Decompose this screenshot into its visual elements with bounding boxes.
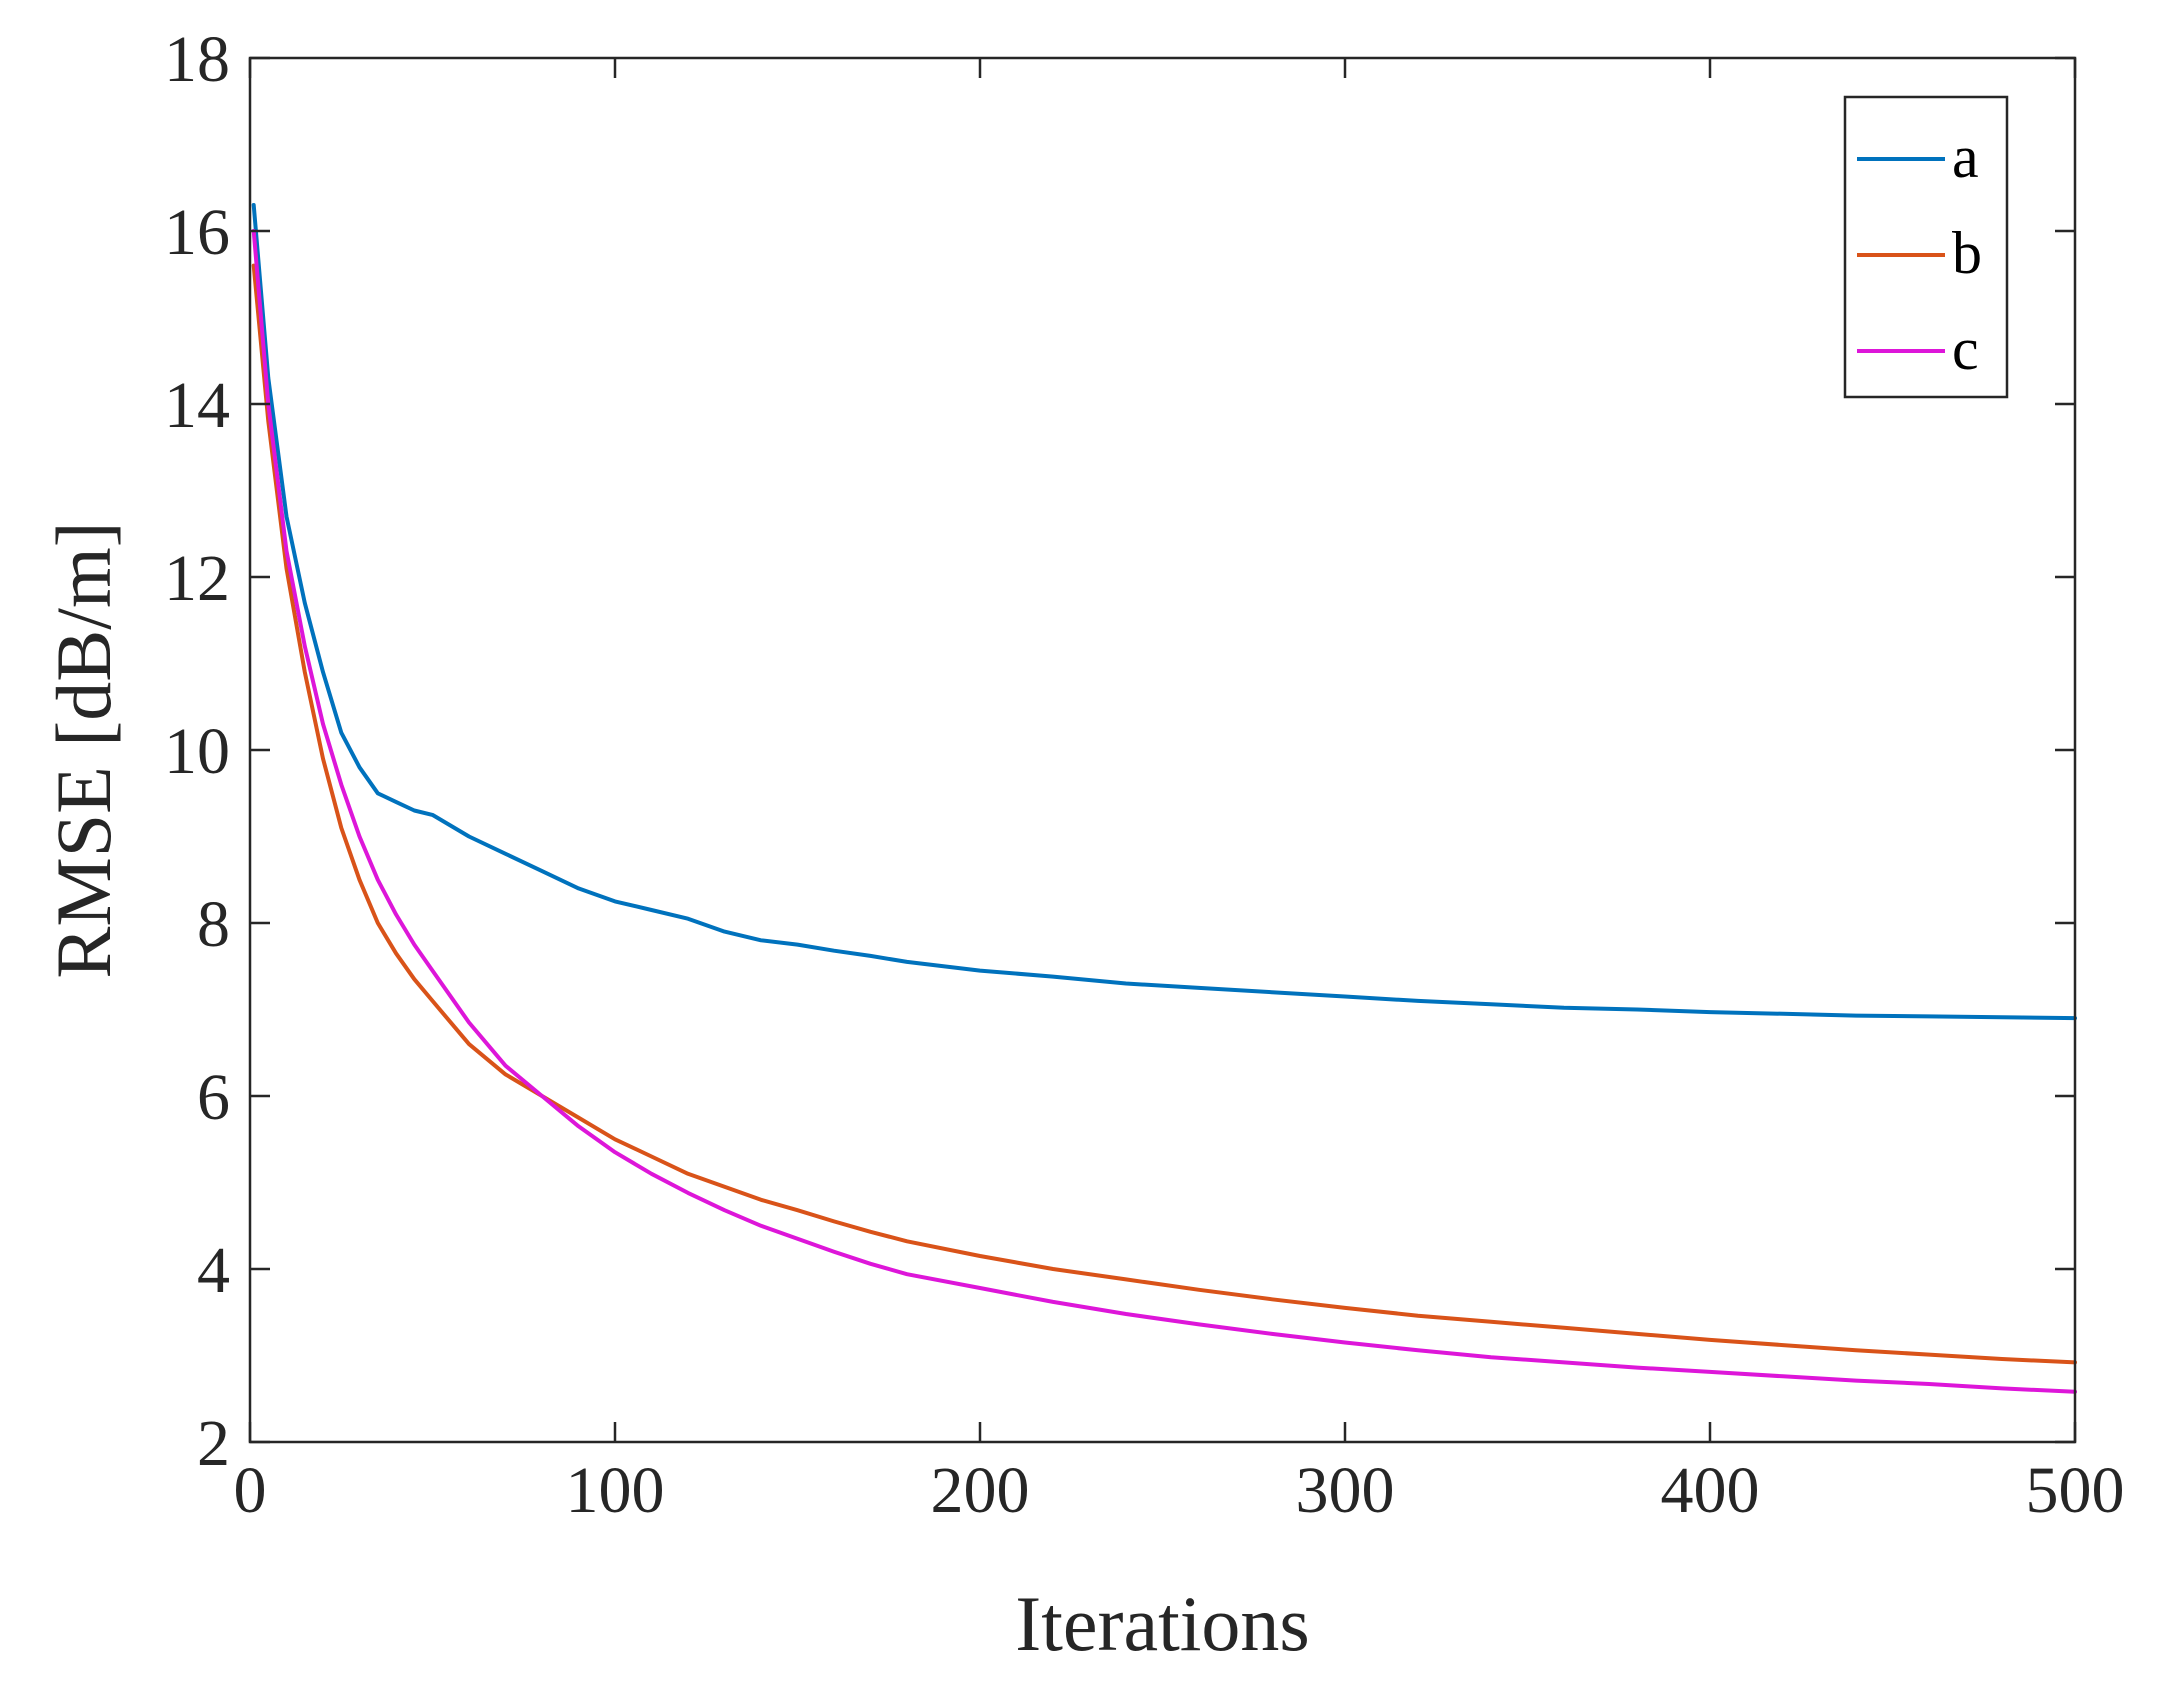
y-tick-label: 6: [197, 1061, 230, 1134]
x-tick-label: 400: [1661, 1454, 1760, 1527]
y-tick-label: 4: [197, 1234, 230, 1307]
x-axis-label: Iterations: [1015, 1580, 1310, 1667]
y-tick-label: 10: [164, 715, 230, 788]
y-tick-label: 14: [164, 369, 230, 442]
legend-label-a: a: [1952, 124, 1979, 190]
series-lines: [251, 203, 2077, 1394]
legend: abc: [1843, 95, 2009, 399]
y-tick-label: 18: [164, 23, 230, 96]
legend-label-c: c: [1952, 316, 1979, 382]
legend-label-b: b: [1952, 220, 1982, 286]
series-line-c: [251, 229, 2077, 1394]
x-tick-label: 100: [566, 1454, 665, 1527]
y-tick-label: 8: [197, 888, 230, 961]
x-tick-label: 500: [2026, 1454, 2125, 1527]
series-line-a: [251, 203, 2077, 1021]
x-tick-label: 200: [931, 1454, 1030, 1527]
legend-box: [1843, 95, 2009, 399]
series-line-b: [251, 263, 2077, 1365]
y-tick-label: 16: [164, 196, 230, 269]
y-tick-label: 2: [197, 1407, 230, 1480]
y-tick-label: 12: [164, 542, 230, 615]
x-tick-label: 0: [234, 1454, 267, 1527]
ticks: 0 100 200 300 400 500 2 4 6 8 10 12 14 16 18: [164, 23, 2125, 1527]
x-tick-label: 300: [1296, 1454, 1395, 1527]
y-axis-label: RMSE [dB/m]: [40, 521, 127, 978]
